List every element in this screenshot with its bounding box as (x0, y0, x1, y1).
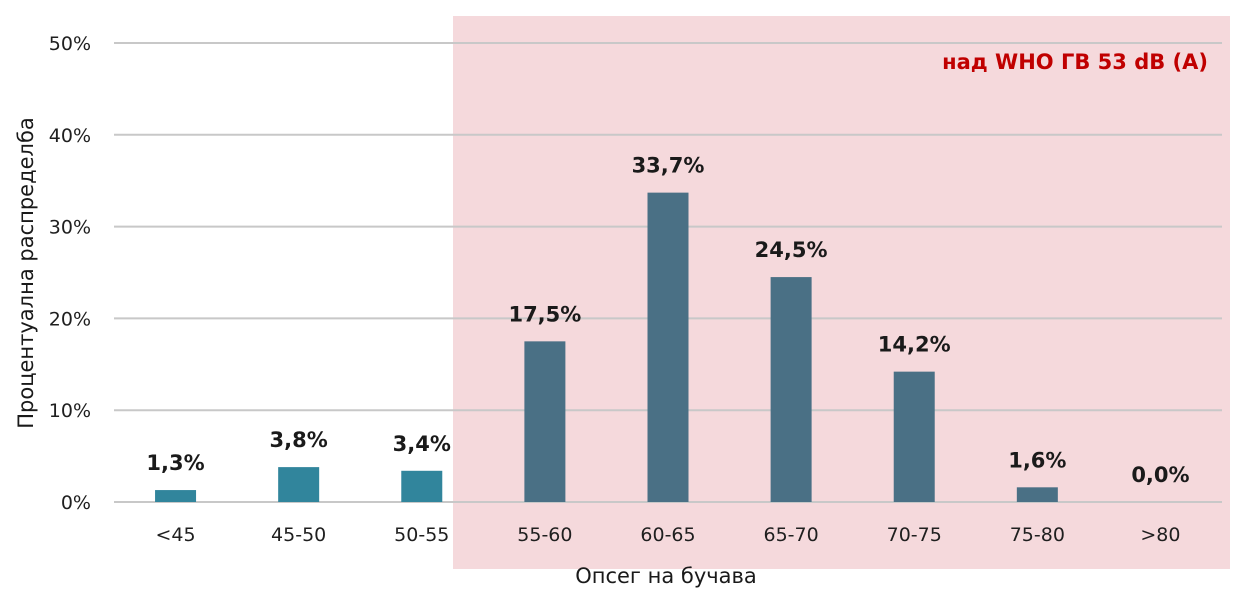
x-tick-label: 70-75 (887, 524, 942, 546)
x-tick-label: 60-65 (640, 524, 695, 546)
y-axis-ticks: 0% 10% 20% 30% 40% 50% (49, 33, 91, 514)
bar (524, 341, 566, 502)
bars (155, 192, 1058, 502)
y-tick-label: 30% (49, 217, 91, 239)
x-axis-title: Опсег на бучава (575, 564, 757, 588)
bar (647, 192, 689, 502)
y-tick-label: 10% (49, 400, 91, 422)
data-label: 1,6% (1008, 448, 1066, 472)
y-tick-label: 40% (49, 125, 91, 147)
x-tick-label: 55-60 (517, 524, 572, 546)
data-label: 3,8% (270, 428, 328, 452)
data-label: 14,2% (878, 333, 951, 357)
x-tick-label: >80 (1140, 524, 1180, 546)
data-label: 3,4% (393, 432, 451, 456)
data-labels: 1,3% 3,8% 3,4% 17,5% 33,7% 24,5% 14,2% 1,6% 0,0% (146, 154, 1189, 487)
data-label: 17,5% (508, 302, 581, 326)
y-tick-label: 50% (49, 33, 91, 55)
bar (401, 470, 443, 502)
bar (1016, 487, 1058, 502)
highlight-zone (453, 16, 1230, 569)
bar (770, 277, 812, 502)
bar (278, 467, 320, 502)
data-label: 33,7% (632, 154, 705, 178)
x-tick-label: 45-50 (271, 524, 326, 546)
data-label: 1,3% (146, 451, 204, 475)
y-axis-title: Процентуална распределба (14, 117, 38, 429)
x-axis-ticks: <45 45-50 50-55 55-60 60-65 65-70 70-75 75-80 >8… (156, 524, 1181, 546)
x-tick-label: 50-55 (394, 524, 449, 546)
data-label: 0,0% (1131, 463, 1189, 487)
x-tick-label: <45 (156, 524, 196, 546)
zone-label: над WHO ГВ 53 dB (A) (942, 50, 1208, 74)
bar (155, 490, 197, 502)
y-tick-label: 0% (61, 492, 91, 514)
y-tick-label: 20% (49, 308, 91, 330)
x-tick-label: 65-70 (764, 524, 819, 546)
data-label: 24,5% (755, 238, 828, 262)
bar (893, 371, 935, 502)
x-tick-label: 75-80 (1010, 524, 1065, 546)
